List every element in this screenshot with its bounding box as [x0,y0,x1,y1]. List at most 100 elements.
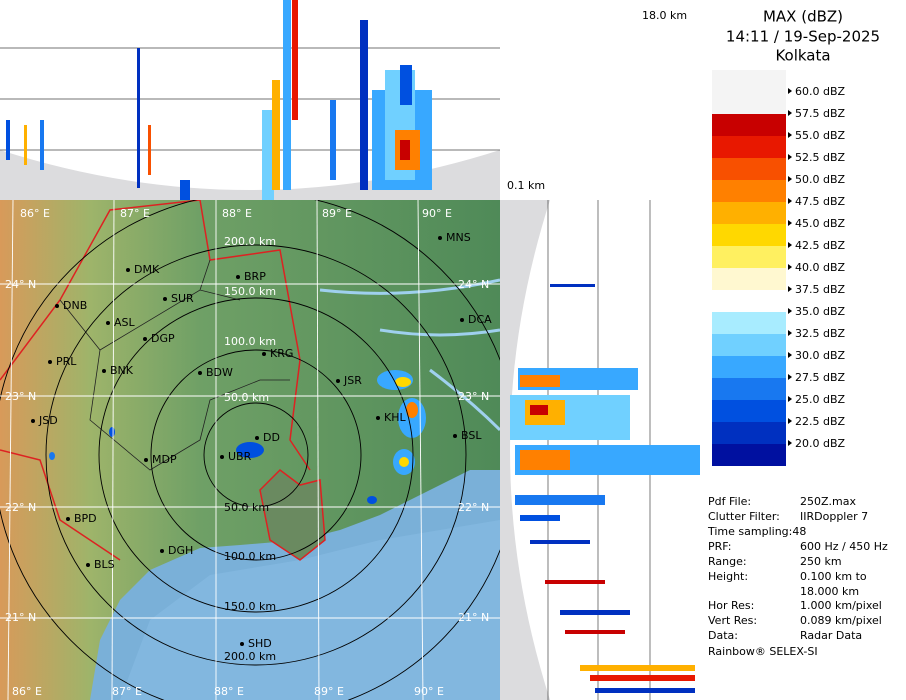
legend-swatch [712,114,786,136]
legend-tick [788,374,792,380]
city-label: DD [263,431,280,444]
city-dot [160,549,164,553]
info-key: Height: [708,570,748,583]
legend-tick [788,154,792,160]
lon-label: 86° E [20,207,50,220]
info-time-sampling: Time sampling:48 [707,525,806,538]
info-value: 0.100 km to [800,570,867,583]
lat-label: 21° N [458,611,489,624]
city-label: BDW [206,366,233,379]
info-value: IIRDoppler 7 [800,510,868,523]
info-value: 1.000 km/pixel [800,599,882,612]
city-label: DNB [63,299,87,312]
legend-swatch [712,334,786,356]
legend-tick [788,198,792,204]
city-label: KRG [270,347,293,360]
range-ring [150,349,362,561]
range-label: 150.0 km [224,285,276,298]
graticule [0,200,500,700]
city-dot [55,304,59,308]
city-label: BSL [461,429,482,442]
legend-label: 42.5 dBZ [795,239,846,252]
city-label: BPD [74,512,97,525]
city-dot [86,563,90,567]
lon-label: 87° E [120,207,150,220]
city-dot [102,369,106,373]
city-dot [438,236,442,240]
city-label: SUR [171,292,194,305]
legend-label: 47.5 dBZ [795,195,846,208]
city-dot [255,436,259,440]
range-label: 150.0 km [224,600,276,613]
lat-label: 24° N [5,278,36,291]
legend-swatch [712,422,786,444]
info-value: Radar Data [800,629,862,642]
legend-tick [788,308,792,314]
legend-tick [788,418,792,424]
city-dot [240,642,244,646]
info-value: 18.000 km [800,585,859,598]
legend-label: 22.5 dBZ [795,415,846,428]
legend-tick [788,286,792,292]
info-key: Hor Res: [708,599,754,612]
lat-label: 24° N [458,278,489,291]
legend-swatch [712,70,786,114]
info-key: PRF: [708,540,731,553]
legend-label: 40.0 dBZ [795,261,846,274]
range-ring [45,244,467,666]
city-label: SHD [248,637,272,650]
legend-label: 37.5 dBZ [795,283,846,296]
legend-tick [788,132,792,138]
range-label: 50.0 km [224,501,269,514]
lon-label: 89° E [314,685,344,698]
lon-label: 89° E [322,207,352,220]
city-dot [336,379,340,383]
legend-swatch [712,158,786,180]
city-dot [236,275,240,279]
legend-label: 55.0 dBZ [795,129,846,142]
legend-label: 27.5 dBZ [795,371,846,384]
range-ring [98,297,414,613]
city-label: DGH [168,544,193,557]
legend-tick [788,352,792,358]
city-dot [143,337,147,341]
lat-label: 22° N [5,501,36,514]
legend-tick [788,220,792,226]
footer: Rainbow® SELEX-SI [708,645,818,658]
city-label: JSR [343,374,362,387]
city-label: PRL [56,355,77,368]
city-dot [460,318,464,322]
legend-label: 45.0 dBZ [795,217,846,230]
height-top: 18.0 km [642,9,687,22]
info-key: Range: [708,555,747,568]
city-label: KHL [384,411,406,424]
legend-tick [788,176,792,182]
city-label: MNS [446,231,471,244]
city-label: MDP [152,453,177,466]
city-label: BRP [244,270,266,283]
city-dot [126,268,130,272]
lon-label: 90° E [414,685,444,698]
city-dot [220,455,224,459]
city-label: JSD [38,414,58,427]
lon-label: 87° E [112,685,142,698]
height-lines [0,47,651,700]
legend-swatch [712,400,786,422]
legend-tick [788,396,792,402]
info-key: Pdf File: [708,495,751,508]
legend-swatch [712,202,786,224]
map [0,200,500,700]
lon-label: 90° E [422,207,452,220]
city-dot [144,458,148,462]
right-echoes [510,284,700,693]
city-label: BNK [110,364,134,377]
legend-tick [788,110,792,116]
legend-label: 20.0 dBZ [795,437,846,450]
city-dot [31,419,35,423]
city-dot [48,360,52,364]
legend-swatch [712,444,786,466]
lat-label: 21° N [5,611,36,624]
info-key: Clutter Filter: [708,510,780,523]
legend-label: 57.5 dBZ [795,107,846,120]
